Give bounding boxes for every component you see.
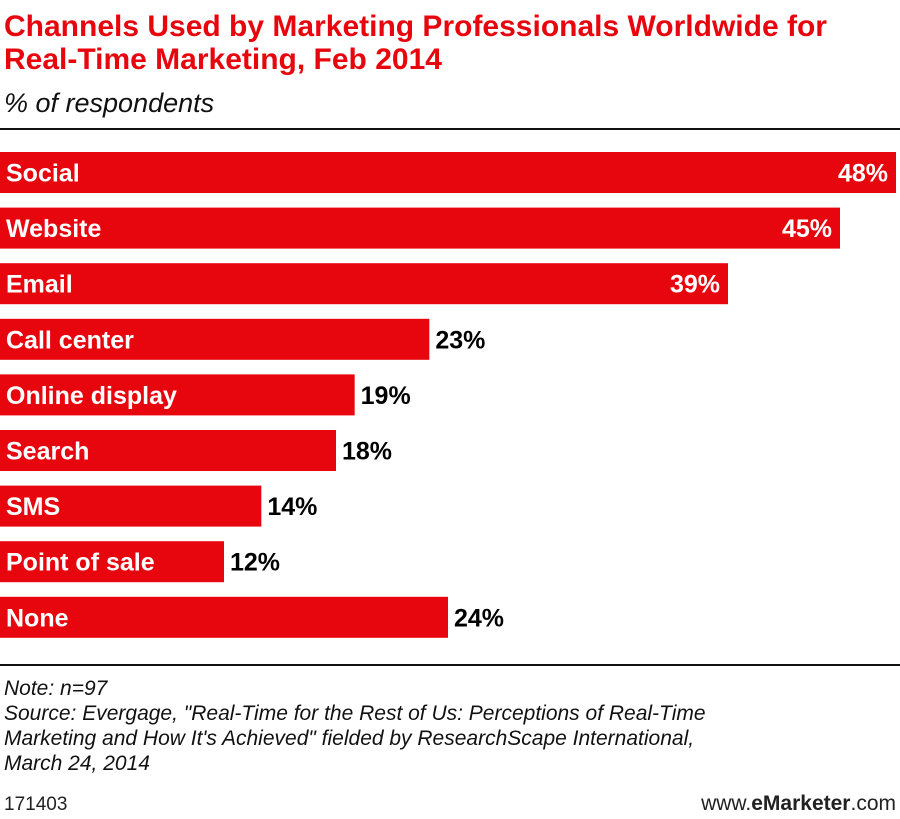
top-divider bbox=[0, 128, 900, 130]
category-label-none: None bbox=[6, 604, 69, 632]
category-label-social: Social bbox=[6, 160, 80, 188]
bottom-divider bbox=[0, 664, 900, 666]
value-label-none: 24% bbox=[454, 604, 504, 632]
bar-website bbox=[0, 207, 840, 249]
category-label-email: Email bbox=[6, 271, 73, 299]
category-label-sms: SMS bbox=[6, 493, 60, 521]
source-line-1: Source: Evergage, "Real-Time for the Res… bbox=[4, 702, 706, 725]
bar-online-display bbox=[0, 374, 355, 416]
brand-prefix: www. bbox=[701, 792, 752, 815]
brand-name: eMarketer bbox=[751, 792, 851, 815]
brand-link[interactable]: www.eMarketer.com bbox=[701, 792, 896, 816]
source-line-3: March 24, 2014 bbox=[4, 752, 150, 775]
category-label-website: Website bbox=[6, 215, 101, 243]
category-label-call-center: Call center bbox=[6, 326, 134, 354]
source-line-2: Marketing and How It's Achieved" fielded… bbox=[4, 727, 695, 750]
value-label-website: 45% bbox=[782, 215, 832, 243]
bar-none bbox=[0, 596, 448, 638]
bar-point-of-sale bbox=[0, 541, 224, 583]
bar-search bbox=[0, 430, 336, 471]
bar-chart: Social 48% Website 45% Email 39% Call center 23… bbox=[0, 152, 896, 638]
value-label-online-display: 19% bbox=[361, 382, 411, 410]
chart-notes: Note: n=97 Source: Evergage, "Real-Time … bbox=[4, 676, 896, 776]
value-label-email: 39% bbox=[670, 271, 720, 299]
chart-subtitle: % of respondents bbox=[4, 88, 215, 118]
value-label-social: 48% bbox=[838, 160, 888, 188]
value-label-call-center: 23% bbox=[435, 326, 485, 354]
value-label-point-of-sale: 12% bbox=[230, 549, 280, 577]
value-label-sms: 14% bbox=[267, 493, 317, 521]
chart-title: Channels Used by Marketing Professionals… bbox=[4, 10, 827, 76]
bar-sms bbox=[0, 485, 262, 527]
brand-suffix: .com bbox=[850, 792, 896, 815]
chart-id: 171403 bbox=[4, 794, 68, 815]
category-label-point-of-sale: Point of sale bbox=[6, 549, 155, 577]
bar-email bbox=[0, 263, 728, 305]
category-label-online-display: Online display bbox=[6, 382, 177, 410]
bar-social bbox=[0, 152, 896, 193]
category-label-search: Search bbox=[6, 438, 89, 466]
note-text: Note: n=97 bbox=[4, 677, 108, 700]
bar-call-center bbox=[0, 318, 430, 360]
value-label-search: 18% bbox=[342, 438, 392, 466]
